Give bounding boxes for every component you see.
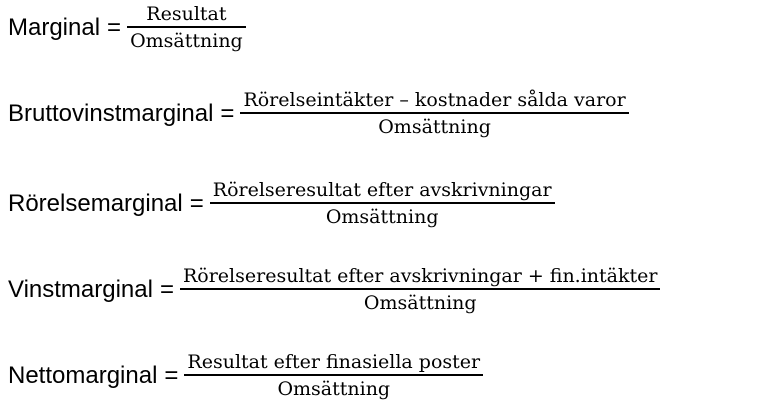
fraction-denominator: Omsättning — [277, 378, 391, 400]
fraction-denominator: Omsättning — [363, 292, 477, 314]
formula-lhs: Nettomarginal — [8, 361, 158, 389]
fraction: Rörelseresultat efter avskrivningar + fi… — [179, 265, 661, 314]
fraction: Resultat Omsättning — [127, 3, 246, 52]
equals-sign: = — [164, 361, 179, 389]
fraction-numerator: Rörelseresultat efter avskrivningar — [212, 179, 552, 201]
equals-sign: = — [107, 13, 122, 41]
fraction-bar — [127, 26, 246, 28]
fraction: Resultat efter finasiella poster Omsättn… — [184, 351, 484, 400]
fraction-denominator: Omsättning — [378, 116, 491, 138]
fraction-bar — [184, 374, 484, 376]
formula-vinstmarginal: Vinstmarginal = Rörelseresultat efter av… — [8, 265, 661, 314]
equals-sign: = — [159, 275, 174, 303]
fraction-bar — [240, 112, 629, 114]
formula-lhs: Rörelsemarginal — [8, 189, 183, 217]
formula-lhs: Marginal — [8, 13, 101, 41]
equals-sign: = — [220, 99, 235, 127]
equals-sign: = — [189, 189, 204, 217]
fraction-bar — [209, 202, 555, 204]
fraction: Rörelseresultat efter avskrivningar Omsä… — [209, 179, 555, 228]
formula-nettomarginal: Nettomarginal = Resultat efter finasiell… — [8, 351, 484, 400]
fraction-bar — [179, 288, 661, 290]
formula-bruttovinstmarginal: Bruttovinstmarginal = Rörelseintäkter – … — [8, 89, 629, 138]
formula-lhs: Vinstmarginal — [8, 275, 153, 303]
fraction-denominator: Omsättning — [325, 206, 439, 228]
fraction-numerator: Rörelseresultat efter avskrivningar + fi… — [182, 265, 658, 287]
formula-marginal: Marginal = Resultat Omsättning — [8, 3, 246, 52]
fraction-numerator: Resultat — [146, 3, 227, 25]
formula-rorelsemarginal: Rörelsemarginal = Rörelseresultat efter … — [8, 179, 555, 228]
fraction-denominator: Omsättning — [130, 30, 243, 52]
formula-lhs: Bruttovinstmarginal — [8, 99, 214, 127]
fraction: Rörelseintäkter – kostnader sålda varor … — [240, 89, 629, 138]
fraction-numerator: Resultat efter finasiella poster — [187, 351, 481, 373]
fraction-numerator: Rörelseintäkter – kostnader sålda varor — [243, 89, 626, 111]
